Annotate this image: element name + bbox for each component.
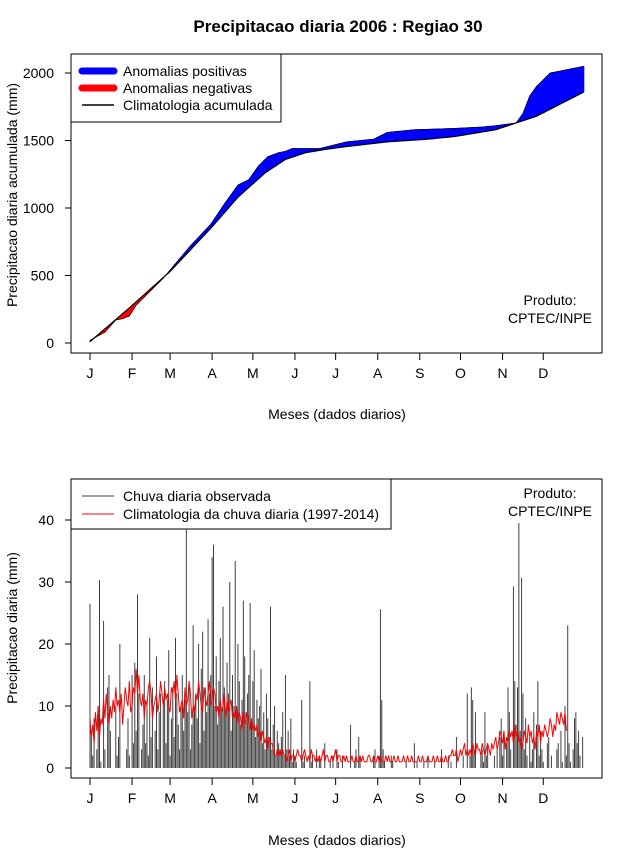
panel1-xtick-label: S <box>415 365 424 381</box>
climatology-daily-line <box>89 668 567 763</box>
panel1-ytick-label: 1000 <box>23 200 54 216</box>
panel2-annotation-source: CPTEC/INPE <box>508 503 592 519</box>
panel2-y-axis: 0 10 20 30 40 <box>38 512 72 776</box>
panel2-annotation-produto: Produto: <box>524 485 577 501</box>
legend-negative-label: Anomalias negativas <box>123 80 252 96</box>
panel2-xtick-label: J <box>291 790 298 806</box>
panel2-xtick-label: M <box>247 790 259 806</box>
panel2-ytick-label: 10 <box>38 698 54 714</box>
panel1-xtick-label: D <box>538 365 548 381</box>
panel2-xtick-label: F <box>128 790 137 806</box>
panel2-legend-box <box>70 478 392 530</box>
panel1-xtick-label: A <box>207 365 217 381</box>
panel1-xtick-label: J <box>332 365 339 381</box>
daily-observed-bars <box>89 489 584 768</box>
panel2-ytick-label: 20 <box>38 636 54 652</box>
panel2-xtick-label: J <box>332 790 339 806</box>
panel2-ylabel: Precipitacao diaria (mm) <box>4 552 20 704</box>
legend-positive-label: Anomalias positivas <box>123 63 247 79</box>
panel2-xtick-label: S <box>415 790 424 806</box>
panel2-xtick-label: O <box>455 790 466 806</box>
panel1-xtick-label: N <box>498 365 508 381</box>
legend-climatology-label: Climatologia acumulada <box>123 97 273 113</box>
observed-cumulative-line <box>89 65 585 341</box>
legend-observed-label: Chuva diaria observada <box>123 488 271 504</box>
panel2-xtick-label: D <box>538 790 548 806</box>
panel1-ytick-label: 500 <box>31 268 55 284</box>
cumulative-panel: 0 500 1000 1500 2000 J F M A M J J A S O N D Meses (dad… <box>4 53 603 422</box>
panel1-ytick-label: 1500 <box>23 133 54 149</box>
panel1-xtick-label: A <box>373 365 383 381</box>
chart-title: Precipitacao diaria 2006 : Regiao 30 <box>193 17 482 36</box>
panel1-xtick-label: O <box>455 365 466 381</box>
panel1-ylabel: Precipitacao diaria acumulada (mm) <box>4 83 20 307</box>
panel1-annotation-produto: Produto: <box>524 292 577 308</box>
panel2-ytick-label: 30 <box>38 574 54 590</box>
panel1-ytick-label: 0 <box>46 335 54 351</box>
panel1-xtick-label: F <box>128 365 137 381</box>
panel2-xlabel: Meses (dados diarios) <box>268 832 406 848</box>
panel1-xtick-label: M <box>247 365 259 381</box>
panel2-xtick-label: J <box>87 790 94 806</box>
panel1-y-axis: 0 500 1000 1500 2000 <box>23 65 72 351</box>
panel1-xtick-label: M <box>164 365 176 381</box>
climatology-cumulative-line <box>89 91 585 343</box>
panel2-xtick-label: M <box>164 790 176 806</box>
panel2-ytick-label: 40 <box>38 512 54 528</box>
panel2-ytick-label: 0 <box>46 760 54 776</box>
panel1-xtick-label: J <box>291 365 298 381</box>
panel1-xtick-label: J <box>87 365 94 381</box>
panel1-legend: Anomalias positivas Anomalias negativas … <box>70 53 282 123</box>
panel1-xlabel: Meses (dados diarios) <box>268 406 406 422</box>
legend-clim-daily-label: Climatologia da chuva diaria (1997-2014) <box>123 506 379 522</box>
positive-anomaly-segment <box>582 65 585 94</box>
panel1-annotation-source: CPTEC/INPE <box>508 310 592 326</box>
panel2-legend: Chuva diaria observada Climatologia da c… <box>70 478 392 530</box>
panel2-xtick-label: N <box>498 790 508 806</box>
daily-panel: 0 10 20 30 40 J F M A M J J A S O N D Meses (dados diar… <box>4 478 603 848</box>
panel1-ytick-label: 2000 <box>23 65 54 81</box>
panel2-xtick-label: A <box>373 790 383 806</box>
panel2-xtick-label: A <box>207 790 217 806</box>
